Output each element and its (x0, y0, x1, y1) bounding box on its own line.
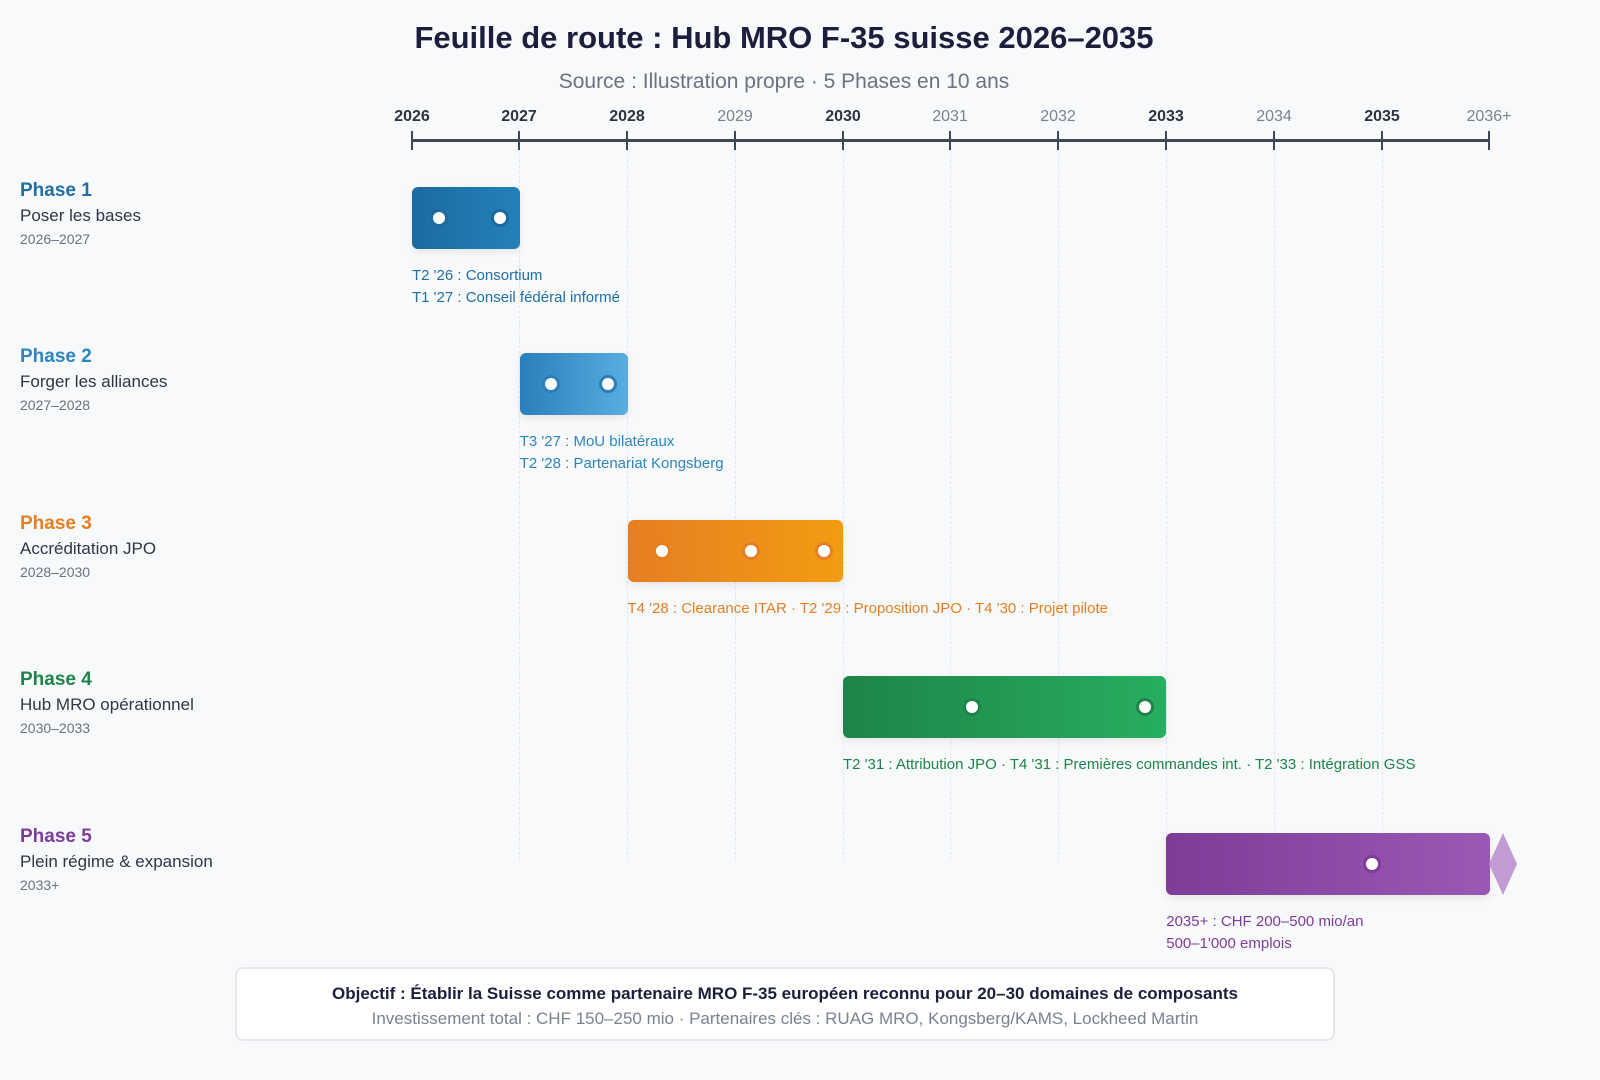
chart-subtitle: Source : Illustration propre · 5 Phases … (558, 70, 1010, 93)
milestone-dot[interactable] (491, 209, 510, 227)
phase-years: 2028–2030 (20, 564, 91, 580)
axis-tick-label: 2033 (1148, 108, 1184, 125)
objective-details: Investissement total : CHF 150–250 mio ·… (371, 1009, 1199, 1028)
axis-tick (734, 131, 736, 150)
phase-milestones: T4 '28 : Clearance ITAR · T2 '29 : Propo… (628, 598, 1108, 620)
axis-tick (411, 131, 413, 150)
axis-tick (949, 131, 951, 150)
milestone-dot[interactable] (963, 698, 982, 716)
milestone-dot[interactable] (599, 375, 618, 393)
phase-name: Poser les bases (20, 206, 141, 225)
grid-line (519, 150, 520, 860)
axis-tick (1488, 131, 1490, 150)
milestone-dot[interactable] (1135, 698, 1154, 716)
milestone-text: T3 '27 : MoU bilatéraux (519, 433, 675, 450)
phase-label-5: Phase 5 Plein régime & expansion 2033+ (20, 826, 213, 895)
phase-number: Phase 3 (20, 513, 92, 534)
axis-tick-label: 2035 (1364, 108, 1400, 125)
phase-milestones: T2 '31 : Attribution JPO · T4 '31 : Prem… (843, 754, 1415, 776)
axis-tick (1381, 131, 1383, 150)
axis-tick-label: 2032 (1040, 108, 1076, 125)
phase-label-4: Phase 4 Hub MRO opérationnel 2030–2033 (20, 669, 194, 738)
phase-number: Phase 2 (20, 346, 92, 367)
grid-line (1382, 150, 1383, 860)
grid-line (843, 150, 844, 860)
phase-years: 2030–2033 (20, 720, 91, 736)
grid-line (627, 150, 628, 860)
phase-number: Phase 4 (20, 669, 92, 690)
phase-years: 2026–2027 (20, 231, 91, 247)
milestone-text: 2035+ : CHF 200–500 mio/an (1166, 913, 1364, 930)
grid-line (950, 150, 951, 860)
milestone-text: T2 '26 : Consortium (412, 267, 543, 284)
phase-number: Phase 5 (20, 826, 92, 847)
axis-tick-label: 2031 (932, 108, 968, 125)
milestone-dot[interactable] (1363, 855, 1382, 873)
milestone-dot[interactable] (742, 542, 761, 560)
phase-years: 2027–2028 (20, 397, 91, 413)
axis-tick (1057, 131, 1059, 150)
phase-bar-4[interactable] (843, 676, 1167, 738)
open-ended-diamond-icon (1489, 833, 1517, 895)
axis-tick-label: 2028 (609, 108, 645, 125)
axis-tick-label: 2036+ (1466, 108, 1512, 125)
milestone-dot[interactable] (814, 542, 833, 560)
chart-title: Feuille de route : Hub MRO F-35 suisse 2… (414, 20, 1154, 55)
axis-tick-label: 2034 (1256, 108, 1292, 125)
phase-label-1: Phase 1 Poser les bases 2026–2027 (20, 180, 141, 249)
objective-text: Objectif : Établir la Suisse comme parte… (332, 984, 1238, 1003)
milestone-text: T1 '27 : Conseil fédéral informé (412, 289, 620, 306)
milestone-dot[interactable] (541, 375, 560, 393)
phase-bar-3[interactable] (627, 520, 843, 582)
axis-tick (626, 131, 628, 150)
phase-milestones: 2035+ : CHF 200–500 mio/an 500–1'000 empl… (1166, 911, 1363, 955)
axis-tick-label: 2029 (717, 108, 753, 125)
grid-line (1166, 150, 1167, 860)
phase-milestones: T3 '27 : MoU bilatéraux T2 '28 : Partenar… (520, 431, 724, 475)
axis-tick-label: 2026 (394, 108, 430, 125)
milestone-text: T4 '28 : Clearance ITAR · T2 '29 : Propo… (627, 600, 1108, 617)
axis-tick-label: 2027 (501, 108, 537, 125)
milestone-text: T2 '28 : Partenariat Kongsberg (519, 455, 724, 472)
grid-line (1058, 150, 1059, 860)
axis-tick (842, 131, 844, 150)
objective-box: Objectif : Établir la Suisse comme parte… (235, 967, 1335, 1041)
milestone-text: T2 '31 : Attribution JPO · T4 '31 : Prem… (843, 756, 1416, 773)
phase-name: Accréditation JPO (20, 539, 157, 558)
milestone-dot[interactable] (429, 209, 448, 227)
axis-tick (1165, 131, 1167, 150)
grid-line (735, 150, 736, 860)
axis-tick (1273, 131, 1275, 150)
phase-number: Phase 1 (20, 180, 92, 201)
phase-bar-5[interactable] (1166, 833, 1490, 895)
grid-line (1274, 150, 1275, 860)
phase-label-3: Phase 3 Accréditation JPO 2028–2030 (20, 513, 156, 582)
phase-name: Forger les alliances (20, 372, 168, 391)
phase-bar-2[interactable] (519, 353, 628, 415)
axis-tick (518, 131, 520, 150)
phase-bar-1[interactable] (412, 187, 520, 249)
phase-name: Plein régime & expansion (20, 852, 213, 871)
axis-tick-label: 2030 (825, 108, 861, 125)
milestone-dot[interactable] (652, 542, 671, 560)
phase-label-2: Phase 2 Forger les alliances 2027–2028 (20, 346, 167, 415)
milestone-text: 500–1'000 emplois (1166, 935, 1292, 952)
phase-name: Hub MRO opérationnel (20, 695, 194, 714)
phase-milestones: T2 '26 : Consortium T1 '27 : Conseil fédé… (412, 265, 620, 309)
phase-years: 2033+ (20, 877, 60, 893)
